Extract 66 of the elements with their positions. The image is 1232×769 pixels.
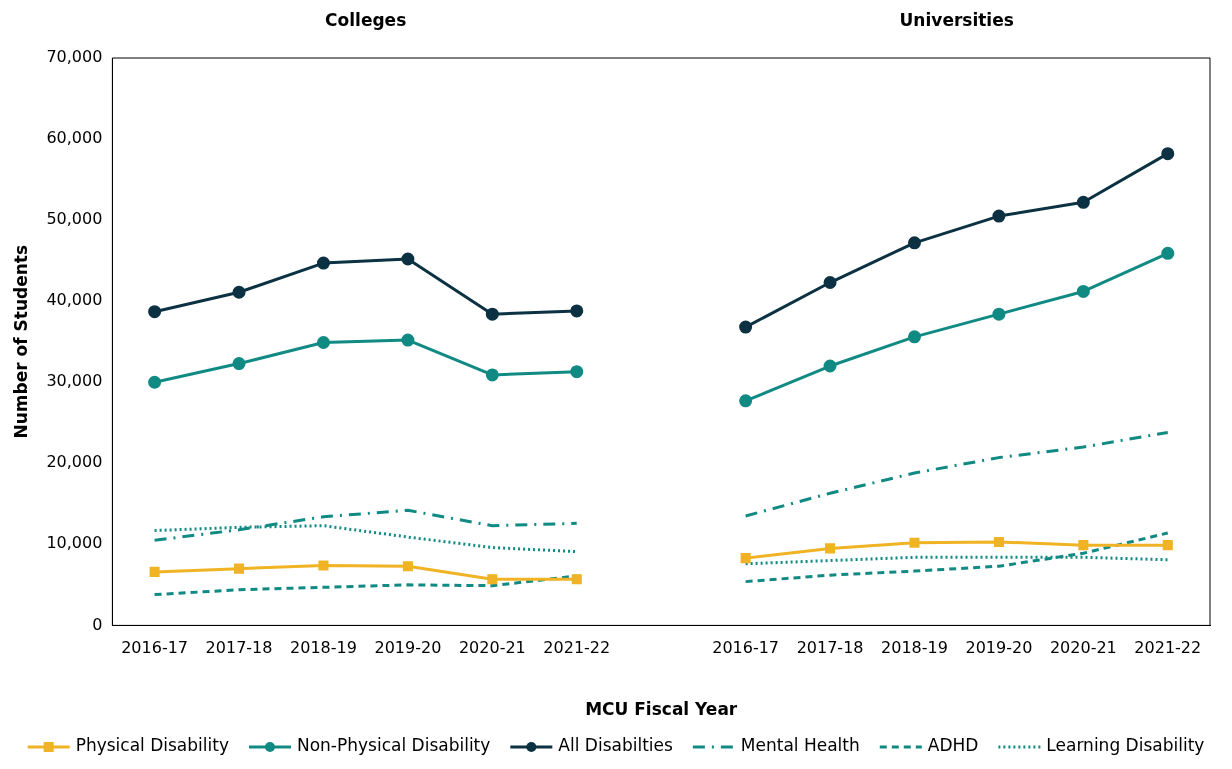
point [232,285,246,299]
point [739,394,753,408]
point [992,307,1006,321]
y-tick-label: 0 [92,614,103,634]
point [401,333,415,347]
point [571,574,582,585]
point [485,368,499,382]
point [825,543,836,554]
point [316,256,330,270]
point [232,357,246,371]
point [907,236,921,250]
x-tick-label: 2019-20 [965,638,1033,658]
point [740,553,751,564]
point [1078,540,1089,551]
point [149,566,160,577]
x-tick-label: 2016-17 [712,638,780,658]
point [823,276,837,290]
x-axis-title: MCU Fiscal Year [585,699,738,720]
point [148,305,162,319]
point [992,209,1006,223]
point [401,252,415,266]
y-tick-label: 10,000 [46,533,103,553]
x-tick-label: 2021-22 [1134,638,1202,658]
legend-label: Physical Disability [75,735,229,756]
x-tick-label: 2018-19 [881,638,948,658]
x-tick-label: 2017-18 [205,638,273,658]
point [487,574,498,585]
point [993,536,1004,547]
x-tick-label: 2017-18 [796,638,864,658]
y-tick-label: 40,000 [46,290,103,310]
legend-label: All Disabilties [558,735,673,756]
y-tick-label: 60,000 [46,128,103,148]
text: Universities [899,10,1014,31]
point [234,563,245,574]
point [148,375,162,389]
legend-label: Non-Physical Disability [296,735,491,756]
point [739,320,753,334]
legend-label: ADHD [927,735,979,756]
point [1076,284,1090,298]
x-tick-label: 2021-22 [543,638,611,658]
legend-label: Mental Health [740,735,860,756]
y-axis-title: Number of Students [10,244,31,439]
point [570,365,584,379]
x-tick-label: 2019-20 [374,638,442,658]
point [318,560,329,571]
point [823,359,837,373]
point [1162,540,1173,551]
point [402,561,413,572]
y-tick-label: 30,000 [46,371,103,391]
x-tick-label: 2020-21 [458,638,526,658]
point [316,336,330,350]
point [1161,246,1175,260]
point [1076,195,1090,209]
y-tick-label: 70,000 [46,47,103,67]
point [570,304,584,318]
text: Colleges [325,10,407,31]
point [909,537,920,548]
x-tick-label: 2020-21 [1049,638,1117,658]
legend-label: Learning Disability [1046,735,1205,756]
x-tick-label: 2018-19 [290,638,357,658]
point [907,330,921,344]
point [485,307,499,321]
y-tick-label: 20,000 [46,452,103,472]
point [1161,147,1175,161]
x-tick-label: 2016-17 [121,638,189,658]
y-tick-label: 50,000 [46,209,103,229]
